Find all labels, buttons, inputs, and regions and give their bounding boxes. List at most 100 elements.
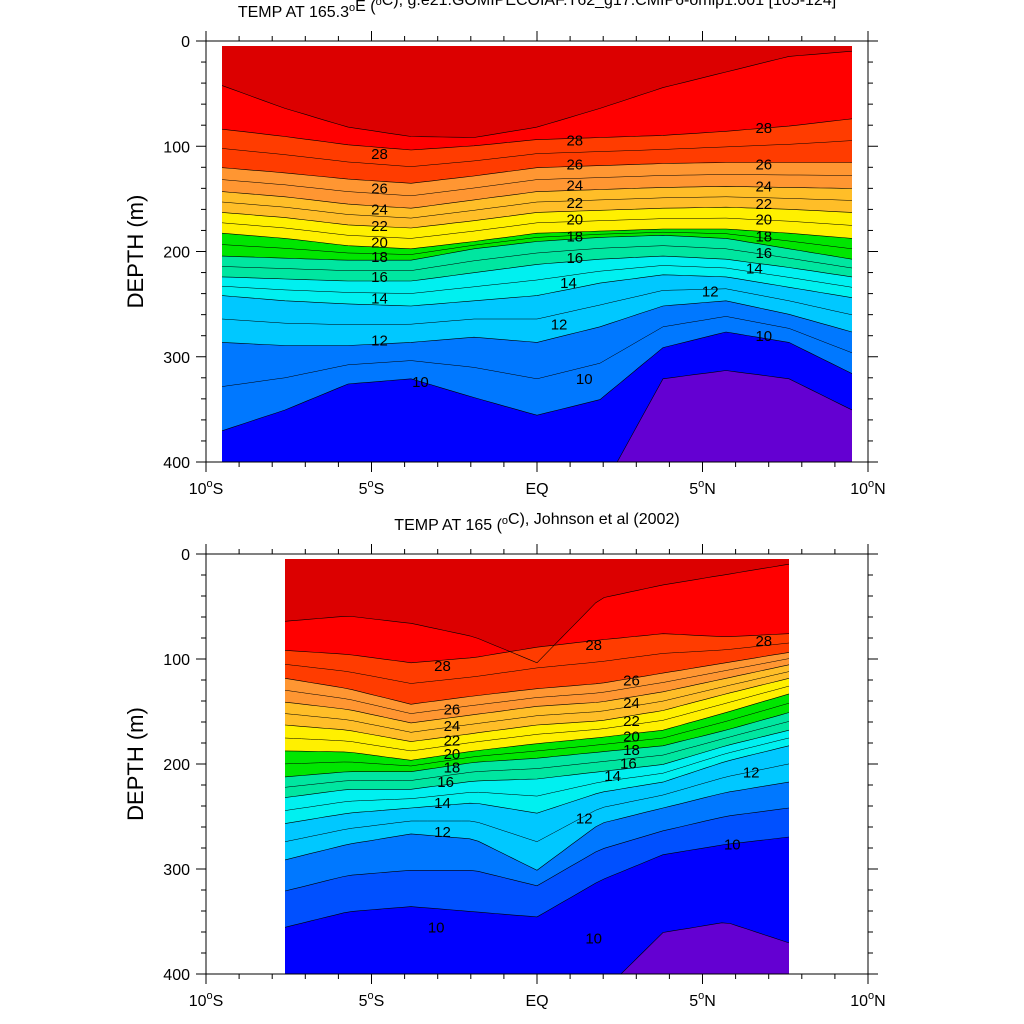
isotherm-12 — [285, 781, 789, 871]
isotherm-15 — [285, 737, 789, 811]
contour-label: 18 — [444, 760, 461, 777]
isotherm-10 — [222, 331, 852, 432]
isotherm-12 — [222, 300, 852, 346]
isotherm-25 — [285, 658, 789, 714]
chart-title: TEMP AT 165 (oC), Johnson et al (2002) — [394, 511, 679, 534]
contour-label: 20 — [371, 235, 388, 252]
contour-label: 20 — [566, 212, 583, 229]
y-tick-label: 0 — [181, 547, 190, 564]
isotherm-10 — [285, 836, 789, 928]
isotherm-9 — [616, 370, 852, 462]
contour-label: 10 — [412, 374, 429, 391]
contour-label: 22 — [755, 196, 772, 213]
y-axis-label: DEPTH (m) — [123, 195, 148, 309]
contour-label: 22 — [566, 195, 583, 212]
contour-label: 12 — [551, 317, 568, 334]
contour-lines — [285, 563, 789, 974]
contour-label: 10 — [428, 919, 445, 936]
contour-fill — [285, 559, 789, 974]
contour-label: 12 — [371, 332, 388, 349]
y-tick-label: 200 — [163, 757, 190, 774]
isotherm-13 — [222, 288, 852, 325]
contour-label: 22 — [623, 713, 640, 730]
isotherm-29 — [222, 50, 852, 138]
y-tick-label: 300 — [163, 350, 190, 367]
contour-label: 16 — [755, 245, 772, 262]
x-tick-label: 5oS — [359, 990, 385, 1010]
band-8 — [735, 455, 817, 462]
isotherm-20 — [222, 228, 852, 250]
contour-fill — [222, 46, 852, 462]
isotherm-20 — [285, 693, 789, 761]
isotherm-26 — [222, 162, 852, 184]
isotherm-18 — [222, 234, 852, 261]
contour-label: 14 — [434, 795, 451, 812]
contour-label: 28 — [585, 637, 602, 654]
panel-2: 2826242220181614121028262422201816141210… — [123, 511, 886, 1010]
contour-label: 12 — [743, 765, 760, 782]
x-tick-label: 10oN — [850, 478, 885, 498]
isotherm-23 — [285, 671, 789, 733]
isotherm-14 — [285, 745, 789, 824]
isotherm-21 — [222, 217, 852, 239]
isotherm-16 — [222, 255, 852, 282]
contour-label: 24 — [444, 718, 461, 735]
contour-label: 24 — [371, 201, 388, 218]
isotherm-19 — [222, 231, 852, 255]
contour-label: 26 — [371, 180, 388, 197]
contour-label: 28 — [371, 146, 388, 163]
contour-label: 14 — [560, 275, 577, 292]
contour-label: 12 — [576, 810, 593, 827]
contour-label: 16 — [620, 755, 637, 772]
isotherm-24 — [222, 186, 852, 209]
isotherm-19 — [285, 702, 789, 767]
isotherm-17 — [222, 245, 852, 271]
isotherm-25 — [222, 174, 852, 197]
y-tick-label: 200 — [163, 245, 190, 262]
contour-label: 26 — [444, 701, 461, 718]
contour-label: 20 — [755, 212, 772, 229]
isotherm-18 — [285, 712, 789, 778]
isotherm-23 — [222, 196, 852, 219]
contour-label: 18 — [371, 249, 388, 266]
isotherm-17 — [285, 721, 789, 788]
isotherm-15 — [222, 265, 852, 294]
contour-label: 20 — [623, 728, 640, 745]
isotherm-28 — [285, 633, 789, 664]
contour-label: 18 — [755, 228, 772, 245]
contour-label: 22 — [444, 733, 461, 750]
contour-label: 16 — [437, 774, 454, 791]
contour-label: 10 — [755, 328, 772, 345]
contour-label: 16 — [371, 269, 388, 286]
y-tick-label: 400 — [163, 967, 190, 984]
contour-label: 24 — [566, 177, 583, 194]
isotherm-9 — [620, 922, 789, 974]
isotherm-27 — [285, 642, 789, 684]
x-tick-label: EQ — [525, 993, 548, 1010]
contour-label: 18 — [623, 742, 640, 759]
contour-label: 26 — [755, 157, 772, 174]
x-tick-label: 5oN — [689, 478, 716, 498]
contour-label: 24 — [623, 695, 640, 712]
isotherm-26 — [285, 652, 789, 705]
y-tick-label: 0 — [181, 34, 190, 51]
isotherm-11 — [285, 807, 789, 892]
isotherm-22 — [222, 206, 852, 229]
isotherm-24 — [285, 664, 789, 724]
band-below-9 — [617, 370, 852, 462]
contour-label: 18 — [566, 228, 583, 245]
contour-label: 20 — [444, 746, 461, 763]
contour-label: 10 — [576, 371, 593, 388]
contour-label: 28 — [755, 633, 772, 650]
x-tick-label: 10oS — [189, 990, 224, 1010]
x-tick-label: EQ — [525, 481, 548, 498]
isotherm-27 — [222, 140, 852, 167]
chart-title: TEMP AT 165.3oE (oC), g.e21.GOMIPECOIAF.… — [238, 0, 836, 21]
isotherm-22 — [285, 678, 789, 742]
y-tick-label: 100 — [163, 652, 190, 669]
y-tick-label: 100 — [163, 139, 190, 156]
contour-label: 12 — [434, 824, 451, 841]
y-tick-label: 400 — [163, 455, 190, 472]
contour-label: 16 — [566, 250, 583, 267]
